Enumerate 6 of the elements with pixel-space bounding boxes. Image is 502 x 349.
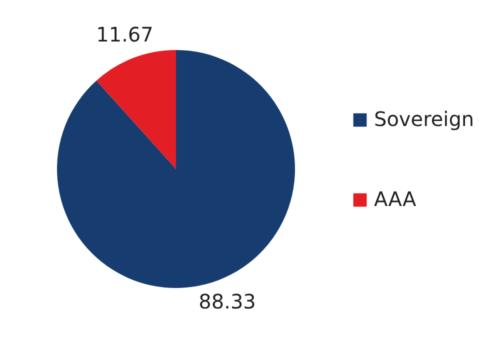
data-label: 88.33 (198, 289, 256, 314)
pie-slice (96, 50, 176, 169)
legend-label: Sovereign (374, 107, 474, 131)
data-label: 11.67 (96, 22, 154, 47)
legend-label: AAA (374, 187, 416, 211)
pie-slice (57, 50, 295, 288)
